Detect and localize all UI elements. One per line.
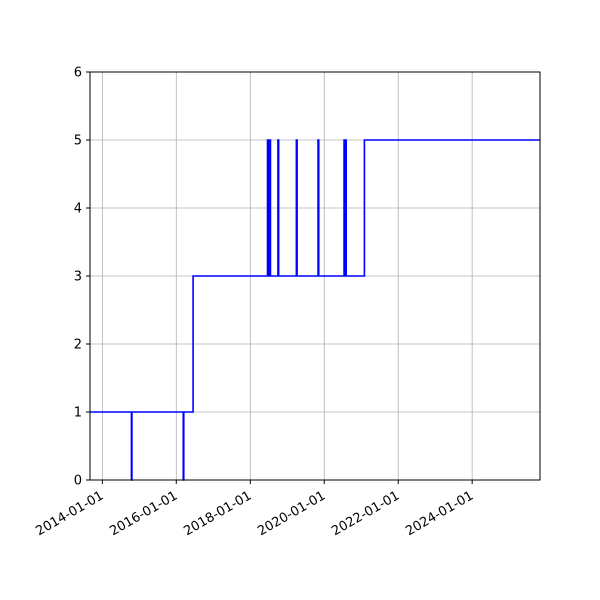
- series-line: [90, 139, 540, 481]
- y-tick-label: 0: [74, 474, 82, 489]
- y-tick-label: 6: [74, 66, 82, 81]
- y-tick-label: 5: [74, 134, 82, 149]
- y-tick-label: 1: [74, 406, 82, 421]
- y-tick-label: 3: [74, 270, 82, 285]
- plot-data: [90, 139, 540, 481]
- y-tick-label: 2: [74, 338, 82, 353]
- y-tick-label: 4: [74, 202, 82, 217]
